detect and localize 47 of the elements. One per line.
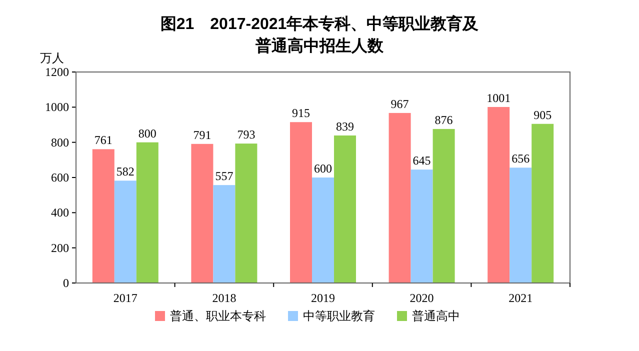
y-tick-label: 400 — [51, 206, 69, 220]
x-tick-label: 2021 — [508, 291, 533, 305]
y-axis-title: 万人 — [40, 51, 64, 65]
bar — [532, 124, 554, 283]
data-label: 876 — [434, 112, 453, 127]
legend-label: 普通、职业本专科 — [170, 309, 266, 323]
data-label: 967 — [390, 96, 409, 111]
chart-title: 图21 2017-2021年本专科、中等职业教育及普通高中招生人数 — [159, 14, 480, 57]
data-label: 1001 — [486, 90, 511, 105]
y-tick-label: 600 — [51, 170, 69, 184]
bar — [235, 144, 258, 283]
legend-label: 普通高中 — [412, 309, 460, 323]
bar — [213, 185, 236, 283]
data-label: 600 — [314, 162, 332, 176]
data-label: 557 — [215, 169, 234, 184]
y-tick-label: 1000 — [45, 100, 69, 114]
bar — [388, 112, 411, 283]
bar — [191, 144, 214, 283]
bar — [410, 170, 433, 283]
data-label: 839 — [336, 119, 354, 134]
y-tick-label: 1200 — [45, 65, 69, 79]
y-tick-label: 200 — [51, 240, 69, 255]
bar — [432, 128, 455, 283]
data-label: 793 — [237, 128, 256, 142]
data-label: 800 — [138, 126, 156, 140]
bar — [92, 149, 114, 283]
bar — [290, 122, 312, 283]
legend-label: 中等职业教育 — [303, 309, 375, 323]
data-label: 645 — [412, 154, 431, 168]
data-label: 761 — [94, 133, 112, 148]
bar — [312, 178, 334, 283]
y-tick-label: 0 — [63, 276, 69, 290]
y-tick-label: 800 — [51, 135, 69, 150]
bar — [488, 106, 510, 283]
bar — [510, 168, 532, 283]
data-label: 582 — [116, 164, 134, 179]
x-tick-label: 2019 — [311, 291, 335, 305]
data-label: 656 — [512, 152, 530, 166]
x-tick-label: 2017 — [113, 291, 138, 305]
bar — [114, 180, 136, 283]
data-label: 905 — [534, 108, 552, 122]
x-tick-label: 2020 — [410, 291, 434, 305]
x-tick-label: 2018 — [212, 291, 236, 305]
bar — [334, 135, 356, 283]
bar — [136, 142, 158, 283]
data-label: 915 — [292, 106, 310, 120]
data-label: 791 — [193, 128, 212, 142]
